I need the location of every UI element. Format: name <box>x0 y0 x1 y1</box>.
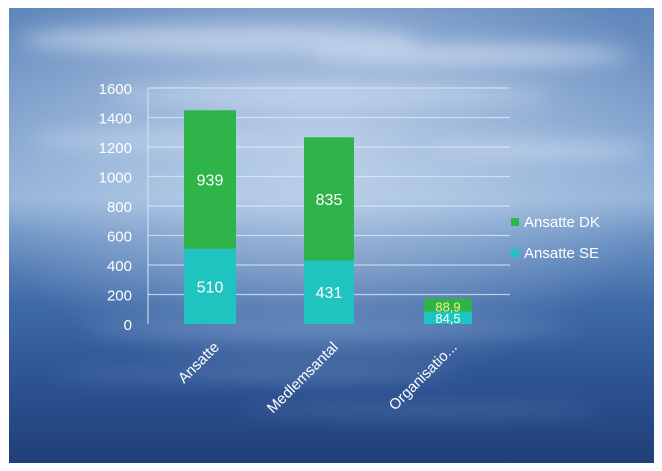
y-tick-label: 800 <box>107 199 132 216</box>
data-label-ansatte-se: 431 <box>316 285 343 302</box>
data-label-ansatte-dk: 939 <box>197 173 224 190</box>
legend-swatch <box>511 249 519 257</box>
y-tick-label: 1000 <box>99 170 132 187</box>
bar-ansatte-se <box>424 311 472 324</box>
y-tick-label: 1200 <box>99 140 132 157</box>
bar-ansatte-se <box>184 248 236 324</box>
bar-ansatte-dk <box>184 110 236 249</box>
data-label-ansatte-se: 84,5 <box>435 311 460 326</box>
water-shimmer <box>60 324 600 415</box>
y-tick-label: 1400 <box>99 111 132 128</box>
y-tick-label: 200 <box>107 288 132 305</box>
legend-swatch <box>511 218 519 226</box>
data-label-ansatte-se: 510 <box>197 279 224 296</box>
y-tick-label: 400 <box>107 258 132 275</box>
data-label-ansatte-dk: 835 <box>316 192 343 209</box>
bar-ansatte-se <box>304 260 354 324</box>
data-label-ansatte-dk: 88,9 <box>435 299 460 314</box>
y-tick-label: 1600 <box>99 81 132 98</box>
y-tick-label: 0 <box>124 317 132 334</box>
bar-ansatte-dk <box>304 137 354 261</box>
bar-ansatte-dk <box>424 298 472 312</box>
y-tick-label: 600 <box>107 229 132 246</box>
legend-label: Ansatte SE <box>524 245 599 262</box>
legend-label: Ansatte DK <box>524 214 600 231</box>
